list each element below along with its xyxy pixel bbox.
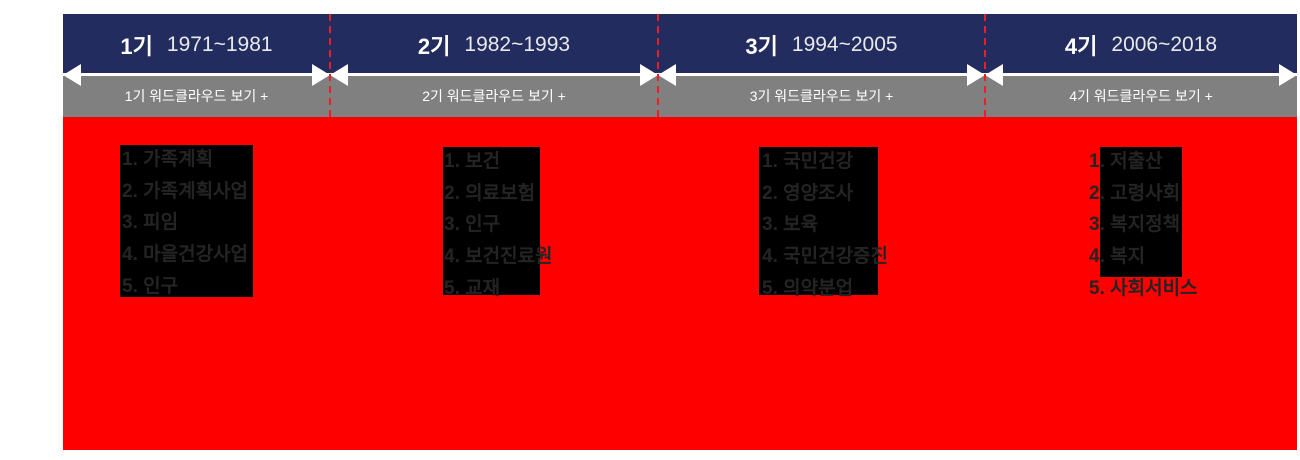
wordcloud-button-label: 3기 워드클라우드 보기 +	[749, 88, 894, 104]
left-arrowhead-icon	[330, 64, 348, 86]
period-years-label: 1982~1993	[464, 32, 571, 56]
arrow-shaft	[658, 73, 985, 76]
period-4-section: 4기 2006~2018 4기 워드클라우드 보기 +	[985, 14, 1297, 117]
period-3-header: 3기 1994~2005	[658, 14, 985, 75]
period-3-wordcloud-button[interactable]: 3기 워드클라우드 보기 +	[658, 75, 985, 117]
period-separator-line	[984, 14, 986, 118]
wordcloud-button-label: 1기 워드클라우드 보기 +	[124, 88, 269, 104]
period-years-label: 1994~2005	[791, 32, 898, 56]
period-era-label: 3기	[745, 33, 778, 59]
period-separator-line	[329, 14, 331, 118]
keyword-item: 3. 인구	[444, 214, 501, 236]
keyword-item: 1. 저출산	[1089, 151, 1163, 172]
period-era-label: 2기	[417, 33, 451, 59]
keyword-item: 3. 보육	[762, 214, 819, 236]
period-2-section: 2기 1982~1993 2기 워드클라우드 보기 +	[330, 14, 658, 117]
period-3-section: 3기 1994~2005 3기 워드클라우드 보기 +	[658, 14, 985, 117]
period-1-wordcloud-button[interactable]: 1기 워드클라우드 보기 +	[63, 75, 330, 117]
keyword-item: 3. 복지정책	[1089, 214, 1181, 236]
timeline-body	[63, 117, 1297, 450]
keyword-item: 2. 고령사회	[1089, 182, 1181, 204]
keyword-item: 4. 국민건강증진	[762, 246, 889, 268]
period-era-label: 4기	[1064, 33, 1098, 59]
keyword-list-background	[1100, 147, 1182, 277]
period-era-label: 1기	[120, 33, 153, 59]
keyword-item: 5. 교재	[444, 277, 501, 299]
right-arrowhead-icon	[1279, 64, 1297, 86]
period-2-keyword-list: 1. 보건 2. 의료보험 3. 인구 4. 보건진료원 5. 교재	[444, 146, 553, 305]
keyword-item: 4. 보건진료원	[444, 246, 553, 268]
keyword-item: 1. 가족계획	[122, 149, 214, 170]
period-3-keyword-list: 1. 국민건강 2. 영양조사 3. 보육 4. 국민건강증진 5. 의약분업	[762, 146, 888, 305]
left-arrowhead-icon	[985, 64, 1003, 86]
keyword-item: 1. 국민건강	[762, 151, 854, 172]
period-years-label: 1971~1981	[166, 32, 273, 56]
keyword-item: 1. 보건	[444, 151, 501, 172]
keyword-list-background	[120, 145, 253, 297]
right-arrowhead-icon	[640, 64, 658, 86]
period-4-header: 4기 2006~2018	[985, 14, 1297, 75]
arrow-shaft	[330, 73, 658, 76]
keyword-list-background	[759, 147, 878, 295]
keyword-item: 4. 마을건강사업	[122, 244, 249, 266]
arrow-shaft	[63, 73, 330, 76]
keyword-item: 5. 사회서비스	[1089, 277, 1198, 299]
keyword-item: 2. 가족계획사업	[122, 180, 249, 202]
period-1-header: 1기 1971~1981	[63, 14, 330, 75]
keyword-item: 2. 의료보험	[444, 182, 536, 204]
right-arrowhead-icon	[967, 64, 985, 86]
keyword-item: 5. 인구	[122, 275, 179, 297]
keyword-list-background	[443, 147, 540, 295]
keyword-item: 2. 영양조사	[762, 182, 854, 204]
keyword-item: 5. 의약분업	[762, 277, 854, 299]
wordcloud-button-label: 2기 워드클라우드 보기 +	[422, 88, 566, 104]
left-arrowhead-icon	[63, 64, 81, 86]
period-4-wordcloud-button[interactable]: 4기 워드클라우드 보기 +	[985, 75, 1297, 117]
arrow-shaft	[985, 73, 1297, 76]
period-years-label: 2006~2018	[1111, 32, 1218, 56]
period-1-section: 1기 1971~1981 1기 워드클라우드 보기 +	[63, 14, 330, 117]
keyword-item: 4. 복지	[1089, 246, 1146, 268]
keyword-item: 3. 피임	[122, 212, 179, 234]
left-arrowhead-icon	[658, 64, 676, 86]
period-separator-line	[657, 14, 659, 118]
period-2-header: 2기 1982~1993	[330, 14, 658, 75]
period-4-keyword-list: 1. 저출산 2. 고령사회 3. 복지정책 4. 복지 5. 사회서비스	[1089, 146, 1198, 305]
period-1-keyword-list: 1. 가족계획 2. 가족계획사업 3. 피임 4. 마을건강사업 5. 인구	[122, 144, 248, 303]
period-2-wordcloud-button[interactable]: 2기 워드클라우드 보기 +	[330, 75, 658, 117]
right-arrowhead-icon	[312, 64, 330, 86]
wordcloud-button-label: 4기 워드클라우드 보기 +	[1069, 88, 1213, 104]
